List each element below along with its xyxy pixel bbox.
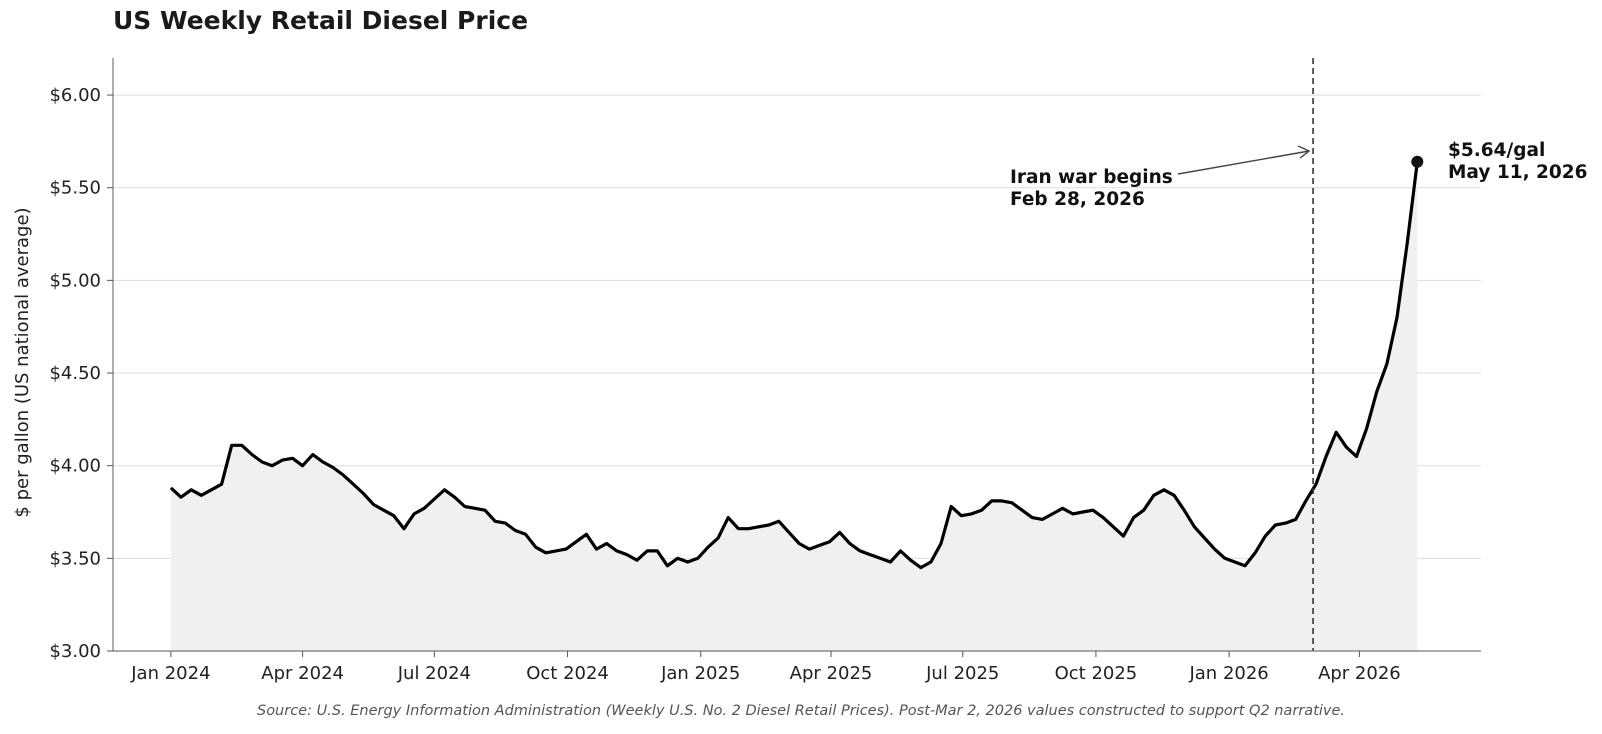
last-point-marker <box>1411 155 1424 168</box>
x-tick-label: Jan 2024 <box>130 663 210 684</box>
x-tick-label: Jul 2025 <box>925 663 999 684</box>
event-arrow-head <box>1297 145 1311 159</box>
source-note: Source: U.S. Energy Information Administ… <box>256 703 1346 719</box>
x-tick-label: Apr 2025 <box>790 663 873 684</box>
price-area-fill <box>170 161 1418 652</box>
y-tick-label: $5.00 <box>49 270 101 291</box>
last-point-annotation: $5.64/gal May 11, 2026 <box>1448 140 1588 183</box>
x-tick-label: Apr 2024 <box>261 663 344 684</box>
event-annotation: Iran war begins Feb 28, 2026 <box>1010 145 1311 210</box>
last-point-label-date: May 11, 2026 <box>1448 162 1588 183</box>
event-annotation-line1: Iran war begins <box>1010 167 1173 188</box>
x-tick-label: Oct 2024 <box>526 663 609 684</box>
x-tick-label: Oct 2025 <box>1055 663 1138 684</box>
y-tick-label: $3.00 <box>49 641 101 662</box>
x-tick-label: Jan 2026 <box>1188 663 1268 684</box>
y-tick-label: $5.50 <box>49 178 101 199</box>
y-tick-label: $6.00 <box>49 85 101 106</box>
event-arrow <box>1177 150 1310 175</box>
y-tick-label: $4.00 <box>49 456 101 477</box>
axes <box>112 58 1481 652</box>
y-tick-label: $4.50 <box>49 363 101 384</box>
axis-ticks: $3.00 $3.50 $4.00 $4.50 $5.00 $5.50 $6.00 Jan 2… <box>49 85 1400 684</box>
x-tick-label: Apr 2026 <box>1318 663 1401 684</box>
x-tick-label: Jan 2025 <box>660 663 740 684</box>
chart-title: US Weekly Retail Diesel Price <box>113 6 529 35</box>
x-tick-label: Jul 2024 <box>397 663 471 684</box>
event-annotation-line2: Feb 28, 2026 <box>1010 189 1145 210</box>
last-point-label-price: $5.64/gal <box>1448 140 1545 161</box>
y-tick-label: $3.50 <box>49 548 101 569</box>
y-axis-title: $ per gallon (US national average) <box>12 207 33 517</box>
price-line <box>169 161 1419 570</box>
